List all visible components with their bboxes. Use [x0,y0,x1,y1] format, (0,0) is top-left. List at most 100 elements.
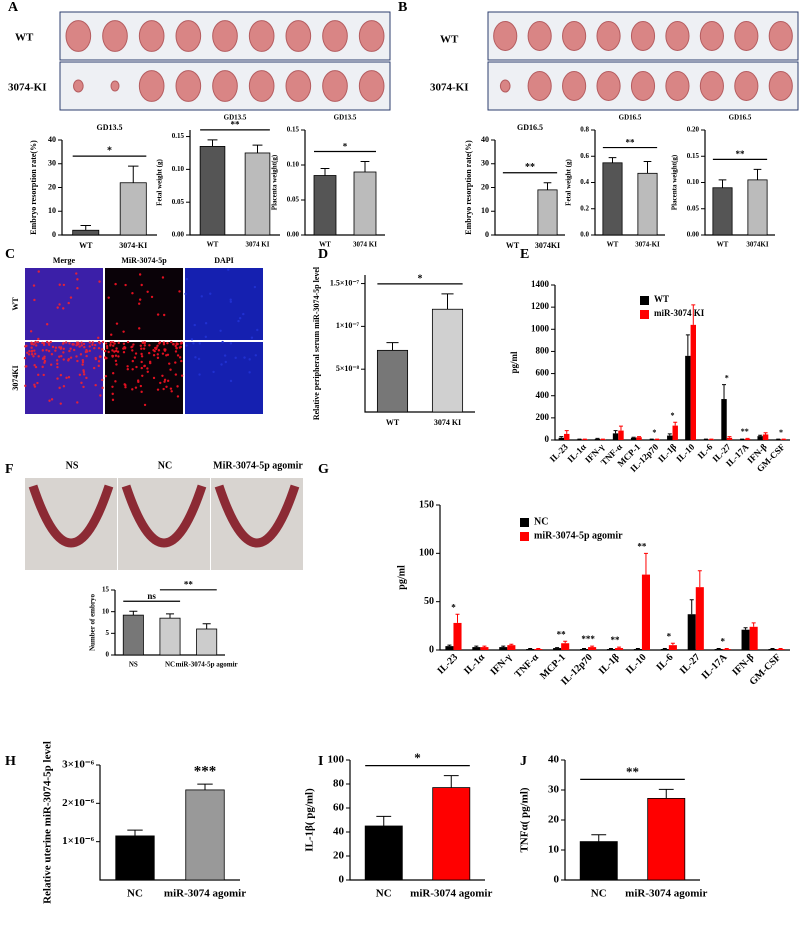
signal-dot [35,344,38,347]
bar [712,187,733,236]
signal-dot [138,327,141,330]
y-tick-label: 0.8 [580,126,589,134]
signal-dot [122,342,126,345]
signal-dot [55,359,59,362]
bar [612,433,619,440]
signal-dot [140,347,143,350]
signal-dot [97,364,100,368]
error-bar [509,643,514,646]
signal-dot [156,313,160,316]
bar [534,649,543,650]
signal-dot [124,383,127,387]
bar [654,439,660,440]
signal-dot [76,287,79,290]
legend-swatch [520,518,529,527]
signal-dot [45,340,49,344]
y-tick-label: 1200 [531,301,550,311]
x-tick-label: 3074 KI [246,241,270,249]
bar [602,162,623,236]
signal-dot [42,343,46,347]
y-tick-label: 100 [419,548,434,559]
bar [757,436,763,440]
signal-dot [180,374,184,377]
significance-label: * [779,428,783,437]
embryo [768,71,793,101]
signal-dot [192,342,195,345]
signal-dot [97,336,100,340]
embryo [212,70,238,102]
signal-dot [193,323,196,327]
bar [537,189,558,236]
x-tick-label: IL-23 [548,441,571,464]
y-tick-label: 50 [424,596,434,607]
y-tick-label: 0.4 [580,178,589,186]
x-tick-label: WT [319,241,331,249]
signal-dot [165,385,168,388]
signal-dot [117,341,120,345]
signal-dot [110,333,113,336]
x-tick-label: IL-1α [462,652,487,677]
legend-label: NC [534,516,548,527]
y-tick-label: 2×10⁻⁶ [62,797,95,809]
bar [714,649,723,650]
signal-dot [27,353,31,356]
signal-dot [43,361,46,364]
signal-dot [158,342,161,345]
legend-swatch [640,296,649,305]
micrograph-column-label: DAPI [214,256,234,265]
signal-dot [50,398,54,401]
signal-dot [175,347,178,350]
signal-dot [41,349,45,352]
error-bar [751,622,756,627]
signal-dot [131,359,135,363]
signal-dot [82,385,85,389]
embryo [768,21,793,51]
signal-dot [152,348,155,352]
error-bar [207,139,218,147]
y-tick-label: 0.15 [287,126,300,134]
error-bar [727,436,732,438]
micrograph [185,342,263,414]
signal-dot [32,284,36,287]
y-axis-label: pg/ml [509,351,519,374]
bar [580,649,589,650]
y-axis-label: TNFα( pg/ml) [519,787,531,852]
signal-dot [114,380,117,383]
y-tick-label: 40 [481,135,489,144]
bar [159,617,181,656]
significance-label: * [725,373,729,382]
signal-dot [67,376,71,379]
photo-column-label: MiR-3074-5p agomir [213,460,303,471]
signal-dot [114,354,118,357]
error-bar [447,644,452,647]
signal-dot [28,349,31,353]
bar [600,439,606,440]
signal-dot [111,385,114,389]
signal-dot [168,362,171,365]
y-axis-label: Relative uterine miR-3074-5p level [42,741,54,904]
x-tick-label: WT [386,418,400,427]
chart-title: GD13.5 [224,114,247,122]
signal-dot [97,346,101,350]
signal-dot [162,313,166,317]
embryo [699,71,724,101]
y-tick-label: 0 [429,644,434,655]
embryo [562,71,587,101]
signal-dot [243,356,246,359]
signal-dot [126,340,130,344]
error-bar [631,436,636,438]
signal-dot [221,340,224,344]
bar [618,430,624,440]
signal-dot [101,378,104,382]
signal-dot [178,290,181,293]
signal-dot [98,280,101,283]
signal-dot [133,356,137,359]
bar [695,587,704,650]
signal-dot [34,341,37,344]
x-tick-label: TNF-α [513,652,542,681]
significance-label: ** [741,427,749,436]
y-tick-label: 0.05 [687,204,700,212]
signal-dot [123,346,127,349]
signal-dot [111,392,114,396]
panel-label: G [318,462,329,477]
